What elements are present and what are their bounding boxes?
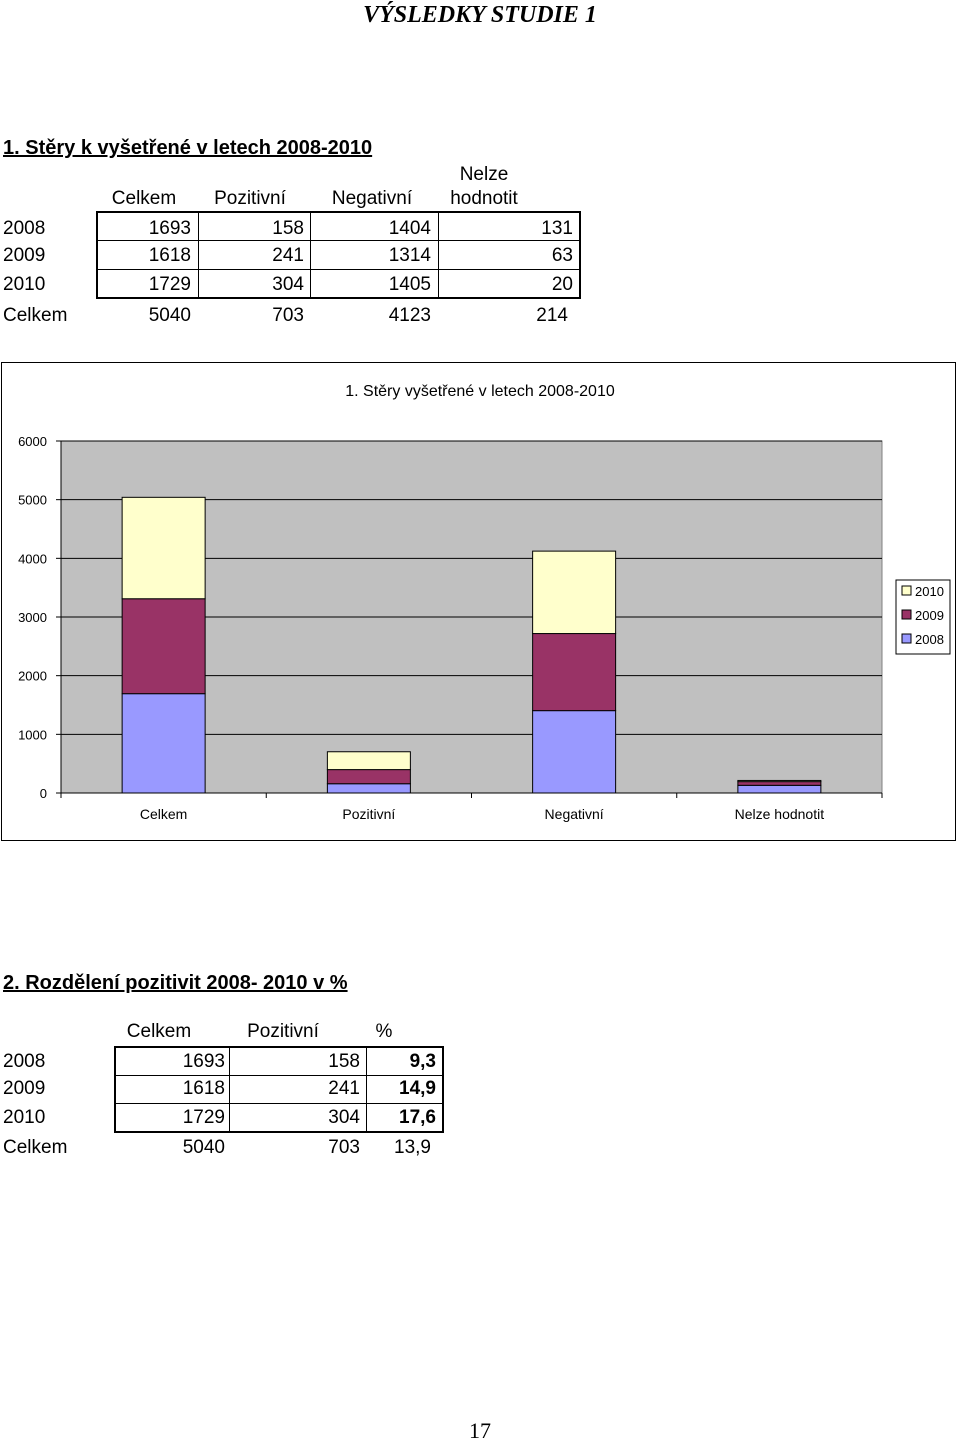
- bar-segment-2009: [532, 633, 617, 712]
- page-number: 17: [469, 1418, 491, 1443]
- s1-cell: 1729: [148, 274, 191, 295]
- s2-cell: 158: [328, 1051, 360, 1072]
- s2-header-percent: %: [375, 1021, 393, 1042]
- s2-cell: 1729: [182, 1107, 225, 1128]
- s1-row-label: Celkem: [3, 305, 68, 326]
- s2-table-border: [114, 1046, 444, 1133]
- s1-cell: 304: [272, 274, 304, 295]
- bar-segment-2008: [121, 693, 206, 794]
- s1-cell: 1405: [388, 274, 431, 295]
- s1-cell: 1693: [148, 218, 191, 239]
- y-tick-label: 1000: [18, 727, 47, 742]
- s1-row-label: 2008: [3, 218, 46, 239]
- s1-header-negativni: Negativní: [331, 188, 413, 209]
- legend-swatch: [901, 609, 912, 620]
- s1-divider: [310, 212, 311, 298]
- bar-segment-2010: [737, 779, 822, 783]
- s1-cell: 158: [272, 218, 304, 239]
- s2-divider: [115, 1103, 443, 1104]
- s2-divider: [229, 1047, 230, 1132]
- y-tick-label: 2000: [18, 669, 47, 684]
- bar-segment-2009: [737, 781, 822, 786]
- s1-cell: 703: [272, 305, 304, 326]
- y-tick-label: 0: [40, 786, 47, 801]
- s1-cell: 20: [551, 274, 573, 295]
- legend-label: 2008: [915, 632, 944, 647]
- s1-table-border: [96, 211, 581, 299]
- section2-heading: 2. Rozdělení pozitivit 2008- 2010 v %: [3, 972, 348, 994]
- s1-divider: [97, 240, 580, 241]
- s1-divider: [198, 212, 199, 298]
- y-tick-label: 4000: [18, 551, 47, 566]
- chart-title: 1. Stěry vyšetřené v letech 2008-2010: [345, 383, 615, 400]
- bar-segment-2008: [532, 710, 617, 794]
- y-tick-label: 3000: [18, 610, 47, 625]
- s2-cell-percent: 9,3: [409, 1051, 436, 1072]
- s2-cell: 304: [328, 1107, 360, 1128]
- chart-frame: [1, 362, 956, 841]
- s2-cell: 703: [328, 1137, 360, 1158]
- legend-swatch: [901, 585, 912, 596]
- legend-swatch: [901, 633, 912, 644]
- s1-header-nelze-line2: hodnotit: [450, 188, 518, 209]
- s1-cell: 131: [541, 218, 573, 239]
- bar-segment-2009: [121, 598, 206, 695]
- bar-segment-2010: [326, 751, 411, 771]
- s1-cell: 1618: [148, 245, 191, 266]
- s2-row-label: 2009: [3, 1078, 46, 1099]
- x-category-label: Nelze hodnotit: [735, 806, 825, 822]
- s2-divider: [115, 1075, 443, 1076]
- legend-label: 2009: [915, 608, 944, 623]
- s2-row-label: Celkem: [3, 1137, 68, 1158]
- section1-heading: 1. Stěry k vyšetřené v letech 2008-2010: [3, 137, 373, 159]
- s1-header-nelze-line1: Nelze: [459, 164, 509, 185]
- s1-cell: 241: [272, 245, 304, 266]
- x-category-label: Pozitivní: [342, 806, 395, 822]
- s1-cell: 214: [536, 305, 568, 326]
- s1-divider: [438, 212, 439, 298]
- s2-cell-percent: 17,6: [399, 1107, 436, 1128]
- s2-header-pozitivni: Pozitivní: [247, 1021, 319, 1042]
- y-tick-label: 5000: [18, 493, 47, 508]
- s1-cell: 4123: [388, 305, 431, 326]
- s2-row-label: 2010: [3, 1107, 46, 1128]
- s1-cell: 63: [551, 245, 573, 266]
- s1-cell: 1404: [388, 218, 431, 239]
- bar-segment-2010: [532, 550, 617, 635]
- s1-header-pozitivni: Pozitivní: [214, 188, 286, 209]
- s1-cell: 5040: [148, 305, 191, 326]
- y-tick-label: 6000: [18, 434, 47, 449]
- bar-segment-2008: [737, 784, 822, 794]
- s1-row-label: 2009: [3, 245, 46, 266]
- x-category-label: Negativní: [545, 806, 604, 822]
- bar-segment-2009: [326, 769, 411, 785]
- legend-label: 2010: [915, 584, 944, 599]
- s2-header-celkem: Celkem: [126, 1021, 192, 1042]
- bar-segment-2008: [326, 783, 411, 794]
- s1-row-label: 2010: [3, 274, 46, 295]
- x-category-label: Celkem: [140, 806, 187, 822]
- s2-cell-percent: 14,9: [399, 1078, 436, 1099]
- s2-cell-percent: 13,9: [394, 1137, 431, 1158]
- s1-header-celkem: Celkem: [111, 188, 177, 209]
- s2-row-label: 2008: [3, 1051, 46, 1072]
- page-title: VÝSLEDKY STUDIE 1: [363, 2, 597, 28]
- s2-cell: 5040: [182, 1137, 225, 1158]
- s2-cell: 1618: [182, 1078, 225, 1099]
- bar-segment-2010: [121, 496, 206, 600]
- s2-divider: [366, 1047, 367, 1132]
- s2-cell: 241: [328, 1078, 360, 1099]
- s1-cell: 1314: [388, 245, 431, 266]
- s1-divider: [97, 269, 580, 270]
- s2-cell: 1693: [182, 1051, 225, 1072]
